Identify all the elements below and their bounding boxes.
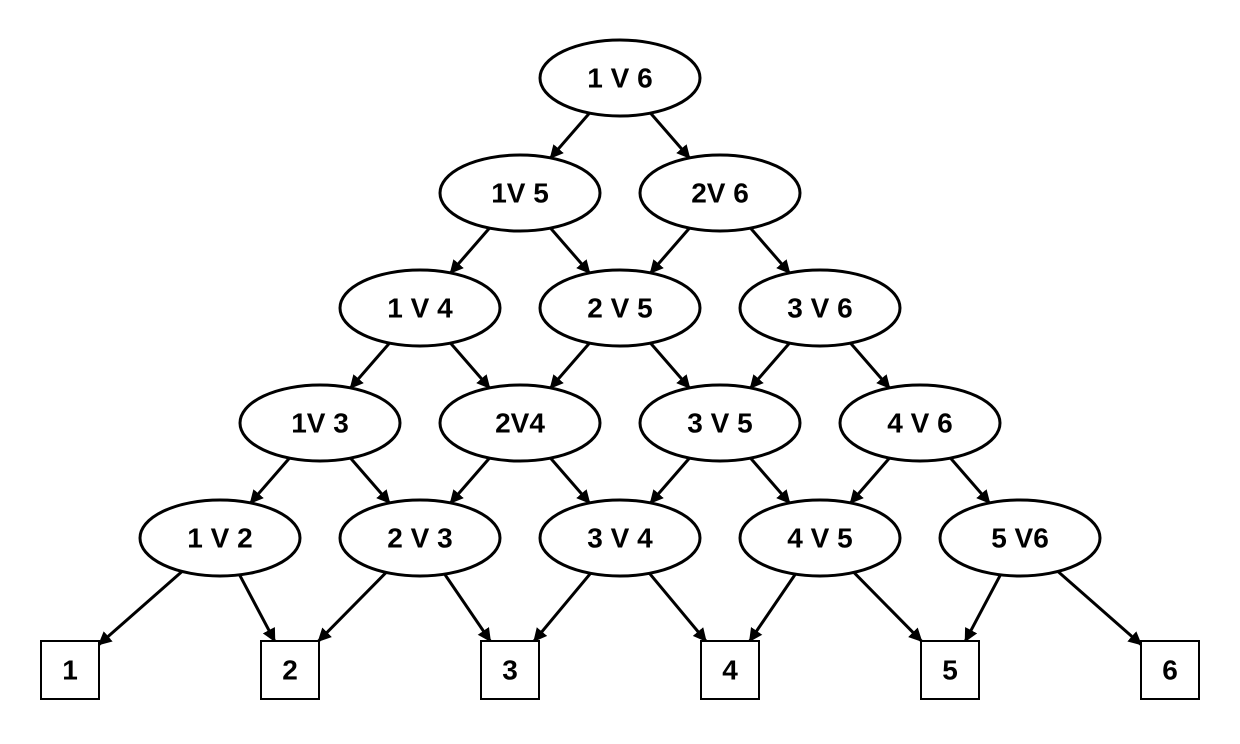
- node-label: 2V 6: [691, 177, 749, 208]
- node-label: 2: [282, 654, 298, 685]
- edge: [451, 228, 490, 273]
- node-label: 5 V6: [991, 522, 1049, 553]
- edge: [445, 574, 491, 641]
- internal-node: 4 V 5: [740, 500, 900, 576]
- node-label: 4: [722, 654, 738, 685]
- internal-node: 1 V 2: [140, 500, 300, 576]
- node-label: 1 V 6: [587, 62, 652, 93]
- node-label: 1 V 2: [187, 522, 252, 553]
- internal-node: 3 V 5: [640, 385, 800, 461]
- leaf-node: 5: [921, 641, 979, 699]
- node-label: 3 V 4: [587, 522, 653, 553]
- edge: [751, 343, 790, 388]
- node-label: 3: [502, 654, 518, 685]
- edge: [251, 458, 290, 503]
- internal-node: 3 V 6: [740, 270, 900, 346]
- edge: [1058, 571, 1141, 644]
- edge: [451, 343, 490, 388]
- internal-node: 3 V 4: [540, 500, 700, 576]
- internal-node: 1 V 6: [540, 40, 700, 116]
- edge: [651, 113, 690, 158]
- node-label: 5: [942, 654, 958, 685]
- internal-node: 2V4: [440, 385, 600, 461]
- leaf-node: 4: [701, 641, 759, 699]
- node-label: 2 V 3: [387, 522, 452, 553]
- node-label: 6: [1162, 654, 1178, 685]
- edge: [534, 573, 590, 641]
- internal-node: 2 V 5: [540, 270, 700, 346]
- edge: [965, 575, 1000, 641]
- edge: [351, 458, 390, 503]
- edge: [750, 574, 796, 641]
- edge: [551, 113, 590, 158]
- node-label: 3 V 5: [687, 407, 752, 438]
- node-label: 4 V 6: [887, 407, 952, 438]
- edge: [751, 228, 790, 273]
- internal-node: 1V 3: [240, 385, 400, 461]
- edge: [651, 228, 690, 273]
- internal-node: 4 V 6: [840, 385, 1000, 461]
- node-label: 3 V 6: [787, 292, 852, 323]
- internal-node: 2V 6: [640, 155, 800, 231]
- internal-node: 1V 5: [440, 155, 600, 231]
- edge: [851, 458, 890, 503]
- edge: [751, 458, 790, 503]
- node-label: 1: [62, 654, 78, 685]
- edge: [951, 458, 990, 503]
- node-label: 2V4: [495, 407, 545, 438]
- node-label: 1V 5: [491, 177, 549, 208]
- edge: [551, 228, 590, 273]
- leaf-node: 6: [1141, 641, 1199, 699]
- edge: [99, 571, 182, 644]
- edge: [240, 575, 275, 641]
- edge: [319, 572, 387, 641]
- edge: [851, 343, 890, 388]
- edge: [451, 458, 490, 503]
- edge: [651, 458, 690, 503]
- edge: [854, 572, 922, 641]
- diagram-canvas: 1 V 6 1V 5 2V 6 1 V 4 2 V 5 3 V 6 1V 3 2V4 3 V 5…: [0, 0, 1240, 744]
- leaf-node: 1: [41, 641, 99, 699]
- internal-node: 2 V 3: [340, 500, 500, 576]
- edge: [651, 343, 690, 388]
- node-label: 1V 3: [291, 407, 349, 438]
- node-label: 2 V 5: [587, 292, 652, 323]
- internal-node: 5 V6: [940, 500, 1100, 576]
- leaf-node: 3: [481, 641, 539, 699]
- edge: [649, 573, 705, 641]
- leaf-node: 2: [261, 641, 319, 699]
- edge: [551, 343, 590, 388]
- node-label: 4 V 5: [787, 522, 852, 553]
- edge: [351, 343, 390, 388]
- node-label: 1 V 4: [387, 292, 453, 323]
- nodes: 1 V 6 1V 5 2V 6 1 V 4 2 V 5 3 V 6 1V 3 2V4 3 V 5…: [41, 40, 1199, 699]
- edge: [551, 458, 590, 503]
- internal-node: 1 V 4: [340, 270, 500, 346]
